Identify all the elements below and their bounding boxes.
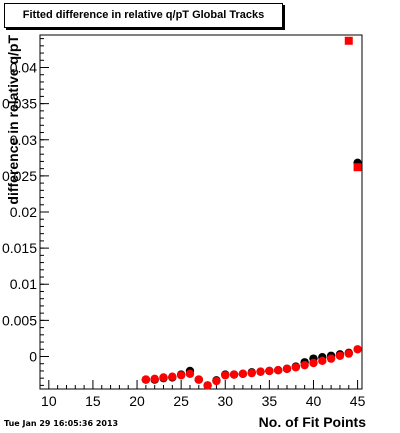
y-tick-label: 0.02	[10, 204, 37, 220]
y-tick-label: 0.035	[2, 96, 37, 112]
y-tick-label: 0.005	[2, 312, 37, 328]
data-point	[318, 356, 327, 366]
plot-frame	[39, 34, 363, 390]
y-tick-label: 0.025	[2, 168, 37, 184]
x-tick-label: 45	[350, 393, 366, 409]
data-point	[203, 381, 212, 390]
data-point	[282, 364, 292, 373]
data-point	[335, 351, 345, 360]
timestamp: Tue Jan 29 16:05:36 2013	[4, 419, 119, 428]
data-point	[326, 354, 336, 363]
data-point	[273, 366, 283, 375]
y-tick-label: 0.01	[10, 276, 37, 292]
data-points	[141, 36, 362, 390]
x-axis-label: No. of Fit Points	[259, 414, 367, 430]
x-tick-label: 10	[41, 393, 57, 409]
data-point	[168, 372, 177, 381]
x-tick-label: 25	[173, 393, 189, 409]
data-point	[176, 371, 186, 380]
data-point	[212, 376, 221, 386]
data-point	[291, 363, 301, 372]
data-point	[344, 36, 353, 45]
x-tick-label: 40	[306, 393, 322, 409]
data-point	[141, 375, 151, 384]
x-tick-label: 30	[217, 393, 233, 409]
chart-title: Fitted difference in relative q/pT Globa…	[22, 9, 265, 21]
data-point	[353, 163, 362, 172]
y-tick-label: 0.04	[10, 60, 37, 76]
data-point	[221, 371, 230, 380]
y-tick-label: 0	[29, 348, 37, 364]
data-point	[159, 373, 168, 382]
y-axis-label: difference in relative q/pT	[5, 35, 21, 205]
x-axis: 10 15 20 25 30 35 40 45	[41, 380, 366, 409]
data-point	[353, 345, 362, 354]
x-tick-label: 35	[262, 393, 278, 409]
data-point	[309, 358, 318, 368]
data-point	[265, 366, 274, 376]
x-tick-label: 20	[129, 393, 145, 409]
x-tick-label: 15	[85, 393, 101, 409]
data-point	[238, 369, 248, 379]
chart-title-box: Fitted difference in relative q/pT Globa…	[4, 3, 283, 28]
data-point	[194, 375, 203, 384]
data-point	[185, 369, 195, 379]
data-point	[300, 360, 309, 370]
y-tick-label: 0.03	[10, 132, 37, 148]
data-point	[256, 367, 265, 376]
data-point	[150, 374, 159, 384]
y-tick-label: 0.015	[2, 240, 37, 256]
data-point	[229, 370, 239, 379]
data-point	[344, 349, 353, 358]
data-point	[247, 368, 256, 378]
y-axis: 0 0.005 0.01 0.015 0.02 0.025 0.03 0.035 0.04	[2, 38, 49, 386]
